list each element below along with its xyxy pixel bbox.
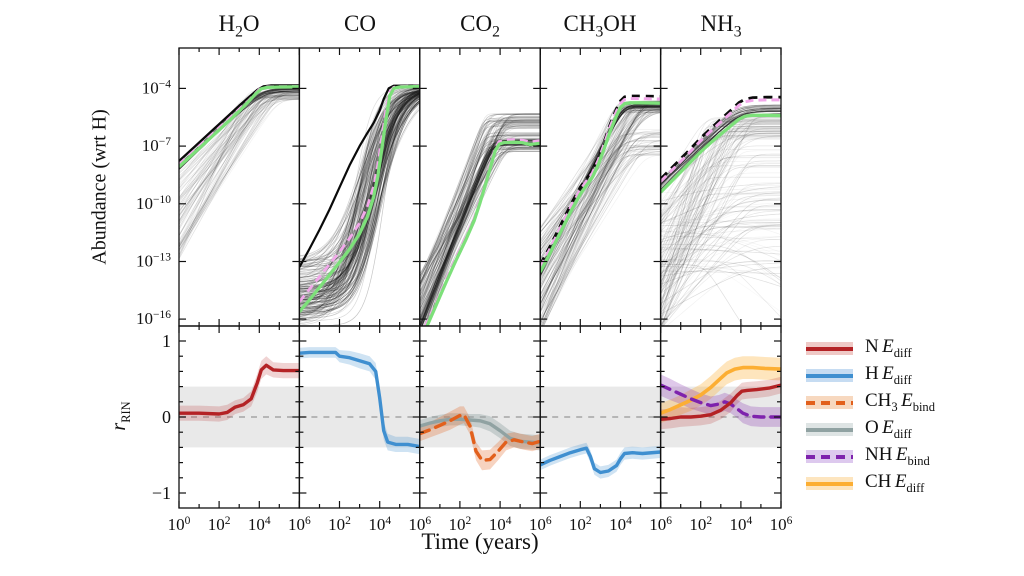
ytick-label-top: 10−7: [142, 136, 171, 155]
legend-label: O Ediff: [865, 417, 912, 441]
xtick-label: 102: [449, 515, 472, 534]
band-CH-NH3: [660, 356, 781, 424]
fiducial-green-H2O: [179, 85, 300, 169]
legend-swatch-o-ediff: [806, 423, 853, 436]
top-panel-NH3: [660, 95, 781, 326]
xtick-label: 106: [288, 515, 311, 534]
legend-label: N Ediff: [865, 336, 912, 360]
legend: N Ediff H Ediff CH3 Ebind O Ediff NH Ebind CH…: [806, 335, 935, 497]
xtick-label: 102: [689, 515, 712, 534]
legend-label: CH Ediff: [865, 471, 925, 495]
band-O-CO2: [419, 413, 541, 451]
ytick-label-top: 10−13: [136, 252, 171, 271]
xtick-label: 102: [328, 515, 351, 534]
top-panel-CO: [299, 84, 420, 326]
ytick-label-top: 10−10: [136, 194, 171, 213]
top-panel-H2O: [179, 84, 300, 260]
series-NH-NH3: [660, 383, 781, 419]
legend-swatch-h-ediff: [806, 369, 853, 382]
ytick-label-top: 10−4: [142, 78, 171, 97]
bottom-panel-CO2: [419, 406, 541, 471]
fiducial-green-CH3OH: [540, 101, 661, 273]
series-CH3-CO2: [419, 413, 541, 462]
top-panel-CH3OH: [540, 94, 661, 326]
fiducial-pink-H2O: [179, 85, 300, 166]
xtick-label: 106: [408, 515, 431, 534]
xtick-label: 106: [649, 515, 672, 534]
legend-entry-ch3-ebind: CH3 Ebind: [806, 389, 935, 416]
rrin-axis-label: rRIN: [108, 401, 133, 431]
bottom-panel-CO: [299, 347, 420, 455]
legend-swatch-ch-ediff: [806, 477, 853, 490]
band-N-H2O: [179, 356, 300, 422]
xtick-label: 104: [609, 515, 632, 534]
panel-title-co2: CO2: [460, 11, 500, 41]
time-axis-label: Time (years): [421, 529, 539, 554]
legend-label: NH Ebind: [865, 444, 930, 468]
fiducial-blackdash-NH3: [660, 95, 781, 180]
legend-swatch-n-ediff: [806, 342, 853, 355]
bottom-panel-H2O: [179, 356, 300, 422]
xtick-label: 102: [569, 515, 592, 534]
legend-swatch-nh-ebind: [806, 450, 853, 463]
legend-entry-nh-ebind: NH Ebind: [806, 443, 935, 470]
xtick-label: 106: [770, 515, 793, 534]
legend-label: H Ediff: [865, 363, 912, 387]
ytick-label-top: 10−16: [136, 309, 171, 328]
series-CH-NH3: [660, 365, 781, 415]
panel-title-co: CO: [344, 11, 376, 36]
legend-entry-h-ediff: H Ediff: [806, 362, 935, 389]
ytick-label-bottom: 0: [162, 407, 171, 427]
xtick-label: 104: [730, 515, 753, 534]
panel-title-ch3oh: CH3OH: [563, 11, 637, 41]
legend-label: CH3 Ebind: [865, 390, 935, 414]
legend-entry-ch-ediff: CH Ediff: [806, 470, 935, 497]
xtick-label: 104: [489, 515, 512, 534]
fiducial-black-CO: [299, 84, 420, 268]
panel-title-nh3: NH3: [700, 11, 742, 41]
abundance-axis-label: Abundance (wrt H): [88, 109, 111, 265]
ticks: [178, 48, 782, 508]
xtick-label: 102: [208, 515, 231, 534]
xtick-label: 106: [529, 515, 552, 534]
band-NH-NH3: [660, 374, 781, 427]
series-H-CH3OH: [540, 446, 661, 475]
xtick-label: 104: [248, 515, 271, 534]
fiducial-green-CO: [299, 84, 420, 313]
fiducial-green-NH3: [660, 113, 781, 194]
series-H-CO: [299, 350, 420, 449]
ytick-label-bottom: 1: [162, 331, 171, 351]
xtick-label: 104: [368, 515, 391, 534]
bottom-panel-NH3: [660, 356, 781, 430]
panel-title-h2o: H2O: [218, 11, 260, 41]
legend-entry-o-ediff: O Ediff: [806, 416, 935, 443]
series-N-NH3: [660, 383, 781, 421]
legend-swatch-ch3-ebind: [806, 396, 853, 409]
ytick-label-bottom: −1: [152, 483, 171, 503]
band-CH3-CO2: [419, 406, 541, 471]
legend-entry-n-ediff: N Ediff: [806, 335, 935, 362]
fiducial-green-CO2: [425, 140, 541, 326]
series-N-H2O: [179, 363, 300, 416]
bottom-panel-CH3OH: [540, 442, 661, 479]
fiducial-pink-NH3: [660, 98, 781, 183]
top-panel-CO2: [419, 113, 541, 326]
xtick-label: 100: [168, 515, 191, 534]
